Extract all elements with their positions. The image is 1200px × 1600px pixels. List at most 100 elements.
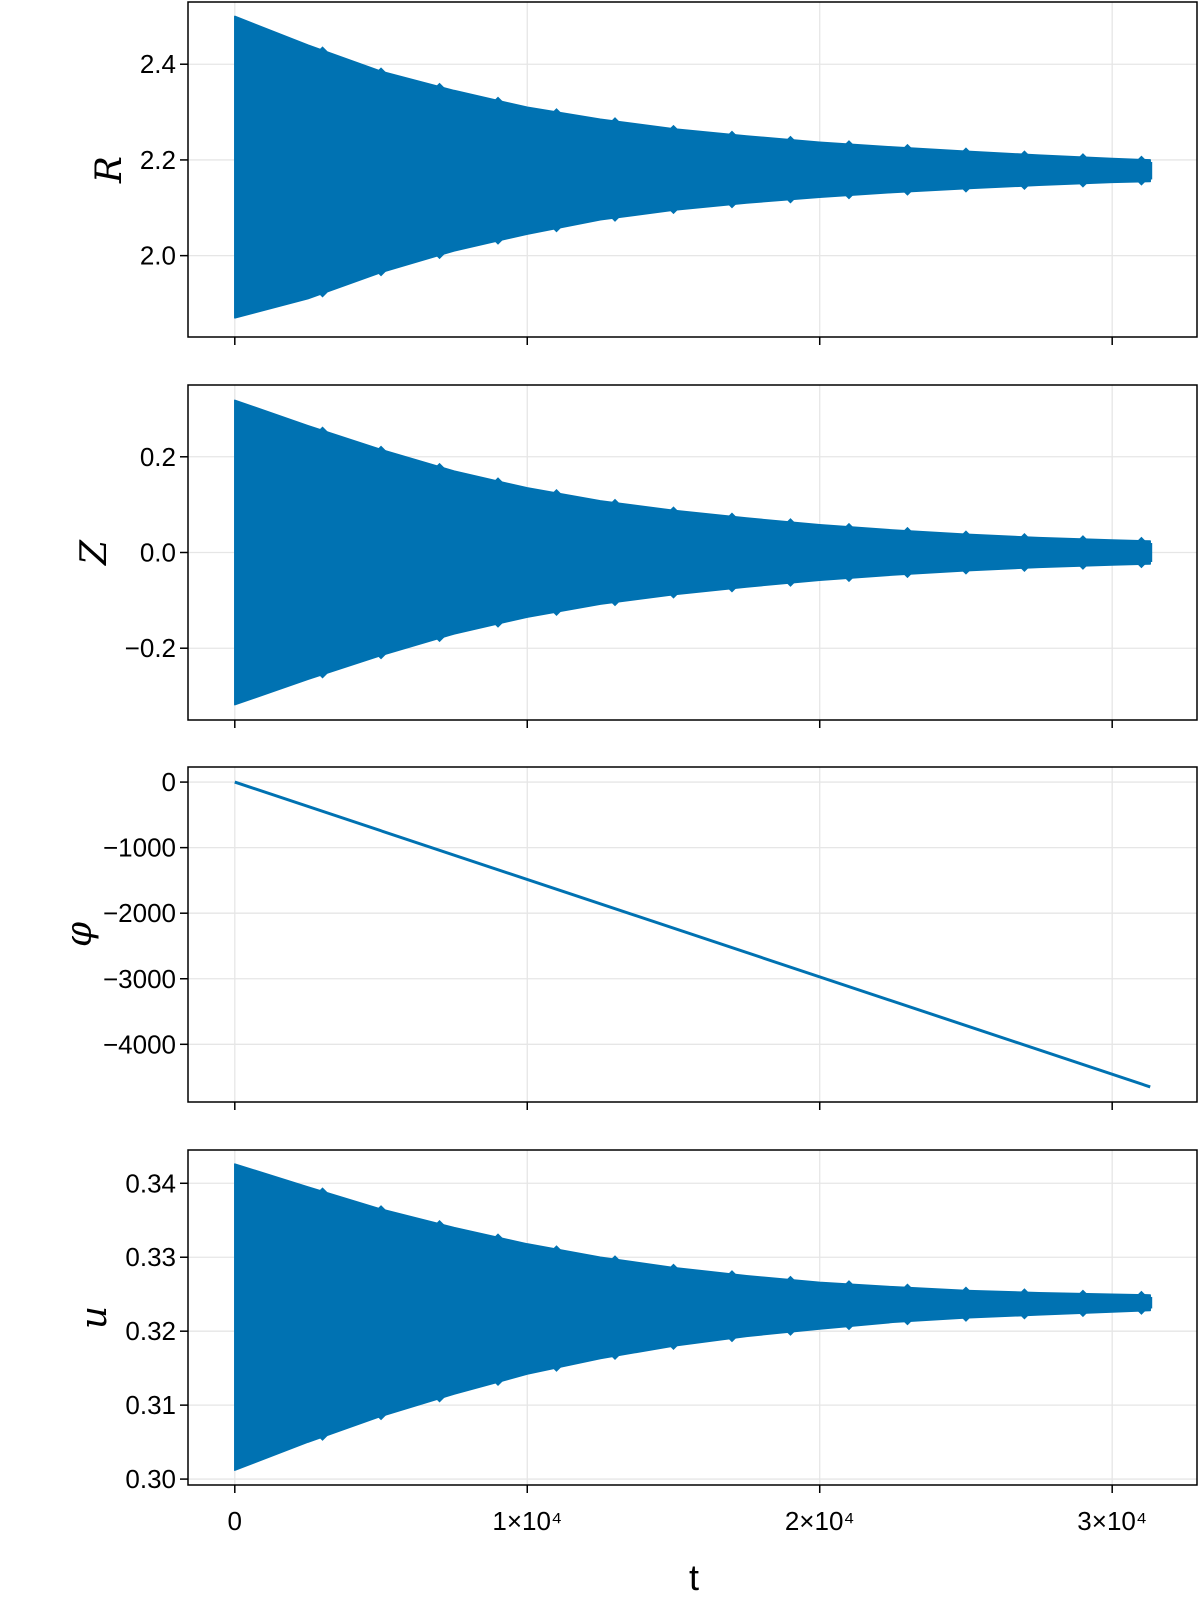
y-tick-label: 2.0 [140, 241, 176, 271]
envelope-notch [493, 239, 504, 245]
envelope-notch [785, 581, 796, 587]
x-axis-label: t [689, 1557, 699, 1598]
envelope-notch [726, 587, 737, 593]
envelope-notch [1136, 536, 1147, 542]
envelope-notch [376, 67, 387, 73]
envelope-notch [317, 426, 328, 432]
y-tick-label: 0.34 [125, 1168, 176, 1198]
subplots: 2.0 2.2 2.4 R −0.2 0.0 0.2 Z −4000 −3000 −2000 −100… [59, 1, 1198, 1536]
envelope-notch [668, 1344, 679, 1350]
axes-frame [187, 766, 1198, 1103]
envelope-notch [317, 46, 328, 52]
envelope-notch [843, 1280, 854, 1286]
y-tick-label: −4000 [103, 1029, 176, 1059]
envelope-notch [1019, 150, 1030, 156]
envelope-notch [1019, 1314, 1030, 1320]
envelope-notch [668, 209, 679, 215]
envelope-notch [902, 573, 913, 579]
envelope-notch [609, 216, 620, 222]
envelope-notch [785, 518, 796, 524]
y-tick-label: 0.30 [125, 1464, 176, 1494]
envelope-notch [551, 108, 562, 114]
envelope-notch [493, 1233, 504, 1239]
envelope-notch [609, 1255, 620, 1261]
y-axis-label: φ [59, 921, 100, 947]
x-tick-label: 2×10⁴ [785, 1506, 855, 1536]
envelope-notch [1019, 532, 1030, 538]
envelope-notch [843, 1325, 854, 1331]
envelope-notch [551, 1366, 562, 1372]
subplot-1: 2.0 2.2 2.4 R [89, 1, 1198, 345]
y-tick-label: 0.32 [125, 1316, 176, 1346]
envelope-notch [960, 1286, 971, 1292]
subplot-2: −0.2 0.0 0.2 Z [74, 384, 1198, 728]
envelope-notch [960, 147, 971, 153]
envelope-notch [960, 569, 971, 575]
envelope-notch [609, 498, 620, 504]
envelope-notch [434, 1219, 445, 1225]
envelope-notch [493, 1381, 504, 1387]
envelope-notch [726, 130, 737, 136]
axes-frame [187, 1149, 1198, 1486]
envelope-notch [960, 187, 971, 193]
envelope-notch [1136, 180, 1147, 186]
x-tick-label: 3×10⁴ [1077, 1506, 1147, 1536]
envelope-notch [668, 593, 679, 599]
y-tick-label: −2000 [103, 898, 176, 928]
envelope-notch [785, 135, 796, 141]
envelope-notch [317, 1187, 328, 1193]
envelope-notch [434, 637, 445, 643]
envelope-notch [726, 1337, 737, 1343]
envelope-notch [785, 1275, 796, 1281]
series-2 [234, 399, 1153, 706]
data-line [234, 780, 1151, 1089]
envelope-notch [1077, 1312, 1088, 1318]
envelope-notch [668, 506, 679, 512]
envelope-notch [551, 227, 562, 233]
envelope-notch [1077, 1289, 1088, 1295]
y-tick-label: 0.2 [140, 442, 176, 472]
envelope-notch [376, 1415, 387, 1421]
oscillation-band [234, 399, 1151, 706]
y-axis-label: Z [74, 539, 115, 566]
subplot-3: −4000 −3000 −2000 −1000 0 φ [59, 766, 1198, 1110]
envelope-notch [785, 1330, 796, 1336]
envelope-notch [843, 194, 854, 200]
y-tick-label: −0.2 [125, 633, 176, 663]
y-tick-label: 0.31 [125, 1390, 176, 1420]
envelope-notch [1019, 567, 1030, 573]
axes-frame [187, 1, 1198, 338]
envelope-notch [609, 601, 620, 607]
oscillation-band [234, 15, 1151, 319]
envelope-notch [1077, 535, 1088, 541]
y-tick-label: 0 [162, 767, 176, 797]
envelope-notch [493, 622, 504, 628]
envelope-notch [317, 292, 328, 298]
envelope-notch [726, 512, 737, 518]
envelope-notch [493, 96, 504, 102]
envelope-notch [960, 1316, 971, 1322]
envelope-notch [726, 1270, 737, 1276]
envelope-notch [1019, 1288, 1030, 1294]
envelope-notch [902, 143, 913, 149]
envelope-notch [902, 1283, 913, 1289]
envelope-notch [376, 445, 387, 451]
envelope-notch [1136, 155, 1147, 161]
envelope-notch [843, 140, 854, 146]
x-tick-labels: 0 1×10⁴ 2×10⁴ 3×10⁴ [228, 1506, 1148, 1536]
y-tick-label: −3000 [103, 964, 176, 994]
envelope-notch [1136, 1309, 1147, 1315]
envelope-notch [376, 1205, 387, 1211]
envelope-notch [668, 124, 679, 130]
envelope-notch [785, 198, 796, 204]
envelope-notch [609, 1355, 620, 1361]
envelope-notch [668, 1263, 679, 1269]
envelope-notch [960, 530, 971, 536]
envelope-notch [1019, 184, 1030, 190]
envelope-notch [1136, 563, 1147, 569]
envelope-notch [551, 489, 562, 495]
y-tick-label: 0.0 [140, 538, 176, 568]
envelope-notch [1077, 182, 1088, 188]
y-tick-label: −1000 [103, 833, 176, 863]
